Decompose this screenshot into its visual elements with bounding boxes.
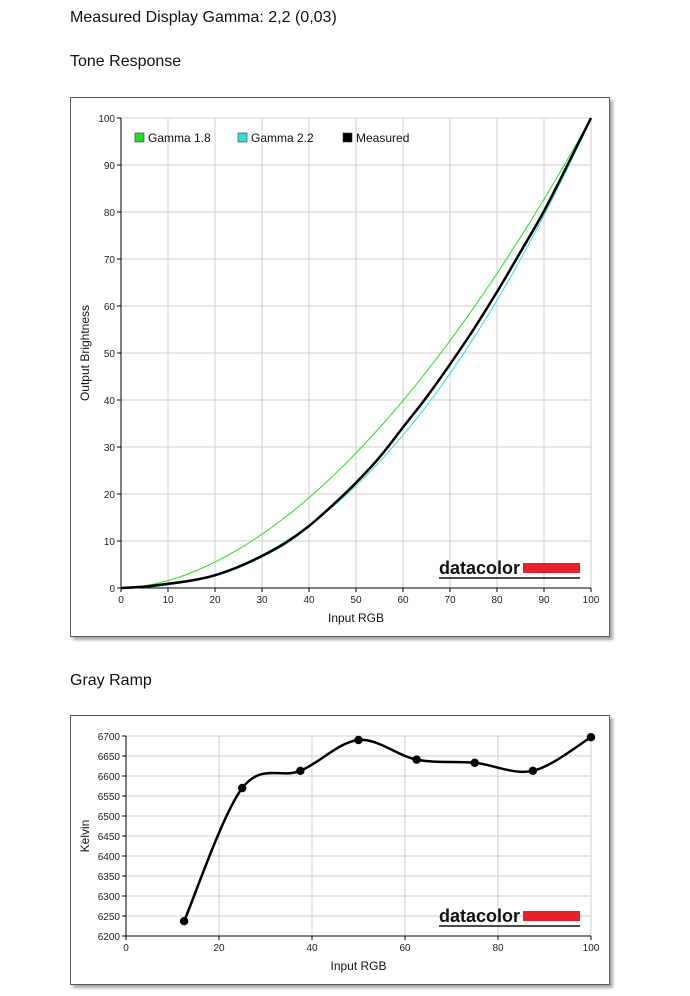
x-tick-label: 20: [213, 943, 225, 954]
y-axis-title: Kelvin: [78, 820, 92, 853]
page-title: Measured Display Gamma: 2,2 (0,03): [70, 9, 337, 26]
data-point: [412, 755, 421, 764]
x-axis-title: Input RGB: [328, 611, 384, 625]
data-point: [179, 917, 189, 926]
x-tick-label: 50: [350, 595, 362, 606]
y-tick-label: 30: [104, 443, 116, 454]
y-tick-label: 6650: [98, 752, 121, 763]
y-tick-label: 6200: [98, 932, 121, 943]
legend-label: Gamma 1.8: [148, 131, 211, 145]
data-point: [470, 758, 479, 767]
data-point: [586, 733, 596, 742]
x-tick-label: 0: [118, 595, 124, 606]
tone-response-chart: 0 10 20 30 40 50 60 70 80 90 100 0 10 20 30 40 50 60 70 80 9…: [78, 114, 600, 625]
x-tick-label: 60: [399, 943, 411, 954]
y-tick-label: 6700: [98, 732, 121, 743]
y-tick-label: 6450: [98, 832, 121, 843]
y-tick-label: 20: [104, 490, 116, 501]
tone-response-panel: 0 10 20 30 40 50 60 70 80 90 100 0 10 20 30 40 50 60 70 80 9…: [70, 97, 610, 637]
x-tick-label: 80: [491, 595, 503, 606]
gray-ramp-panel: 0 20 40 60 80 100 6200 6250 6300 6350 6400 6450 6500…: [70, 715, 610, 985]
gray-ramp-chart: 0 20 40 60 80 100 6200 6250 6300 6350 6400 6450 6500…: [78, 732, 600, 973]
y-tick-label: 90: [104, 161, 116, 172]
y-tick-label: 50: [104, 349, 116, 360]
x-tick-label: 40: [306, 943, 318, 954]
datacolor-logo-bar: [523, 563, 580, 573]
gray-ramp-heading: Gray Ramp: [70, 672, 152, 689]
series-line-kelvin: [182, 736, 592, 922]
x-tick-label: 100: [583, 595, 600, 606]
y-tick-label: 6500: [98, 812, 121, 823]
datacolor-logo-bar: [523, 911, 580, 921]
y-tick-label: 6300: [98, 892, 121, 903]
datacolor-logo-text: datacolor: [439, 558, 520, 578]
y-tick-label: 10: [104, 537, 116, 548]
y-tick-label: 6600: [98, 772, 121, 783]
datacolor-logo-text: datacolor: [439, 906, 520, 926]
data-point: [238, 783, 247, 793]
legend-swatch: [237, 132, 248, 143]
y-tick-label: 60: [104, 302, 116, 313]
y-tick-label: 100: [98, 114, 115, 125]
x-axis-title: Input RGB: [330, 959, 386, 973]
series-line-measured: [120, 117, 593, 590]
data-point: [354, 735, 363, 745]
legend-swatch: [134, 132, 145, 143]
y-tick-label: 6550: [98, 792, 121, 803]
x-tick-label: 0: [123, 943, 129, 954]
x-tick-label: 20: [209, 595, 221, 606]
x-tick-label: 100: [583, 943, 600, 954]
y-tick-label: 6350: [98, 872, 121, 883]
y-tick-label: 0: [109, 584, 115, 595]
data-point: [528, 766, 538, 775]
y-axis-title: Output Brightness: [78, 305, 92, 401]
x-tick-label: 70: [444, 595, 456, 606]
x-tick-label: 80: [492, 943, 504, 954]
y-tick-label: 40: [104, 396, 116, 407]
legend-swatch: [342, 132, 353, 143]
x-tick-label: 60: [397, 595, 409, 606]
series-line-gamma-1-8: [120, 117, 592, 589]
data-point: [296, 766, 305, 775]
y-tick-label: 80: [104, 208, 116, 219]
legend-label: Gamma 2.2: [251, 131, 314, 145]
tone-response-heading: Tone Response: [70, 53, 182, 70]
y-tick-label: 70: [104, 255, 116, 266]
legend-label: Measured: [356, 131, 409, 145]
x-tick-label: 30: [256, 595, 268, 606]
x-tick-label: 40: [303, 595, 315, 606]
y-tick-label: 6250: [98, 912, 121, 923]
x-tick-label: 90: [538, 595, 550, 606]
x-tick-label: 10: [162, 595, 174, 606]
y-tick-label: 6400: [98, 852, 121, 863]
